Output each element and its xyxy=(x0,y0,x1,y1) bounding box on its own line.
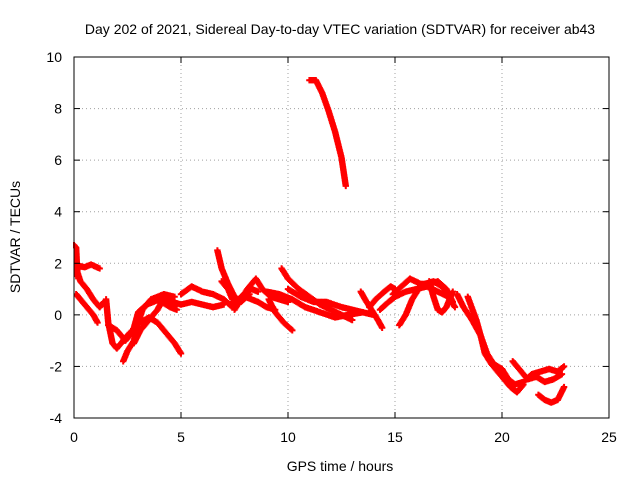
y-tick-label: 8 xyxy=(54,101,62,117)
data-point xyxy=(451,303,459,311)
y-tick-label: 10 xyxy=(46,49,62,65)
y-tick-label: 4 xyxy=(54,204,62,220)
plot-frame xyxy=(73,56,610,419)
y-tick-label: 0 xyxy=(54,307,62,323)
data-point xyxy=(560,363,568,370)
y-axis-label: SDTVAR / TECUs xyxy=(7,181,23,293)
series-arc-3 xyxy=(74,265,108,311)
data-point xyxy=(96,265,103,272)
x-tick-label: 20 xyxy=(494,429,510,445)
series-arc-25 xyxy=(426,278,456,316)
grid xyxy=(74,57,609,418)
data-point xyxy=(173,306,180,313)
data-point xyxy=(449,288,456,295)
series-arc-15 xyxy=(265,296,296,334)
y-tick-label: 2 xyxy=(54,255,62,271)
series-arc-19 xyxy=(306,77,349,190)
series-arc-18 xyxy=(284,285,367,316)
data-point xyxy=(342,182,349,190)
x-tick-label: 5 xyxy=(177,429,185,445)
data-points xyxy=(73,77,568,406)
data-point xyxy=(229,296,236,303)
series-arc-8 xyxy=(130,298,180,347)
data-point xyxy=(560,383,568,391)
chart-title: Day 202 of 2021, Sidereal Day-to-day VTE… xyxy=(85,21,595,37)
data-point xyxy=(289,327,296,334)
series-arc-27 xyxy=(464,293,527,396)
data-point xyxy=(359,309,367,316)
axis-ticks: 0 5 10 15 20 25 -4 -2 0 2 4 6 8 10 xyxy=(46,49,617,445)
series-arc-28 xyxy=(509,358,566,386)
series-arc-29 xyxy=(535,383,568,406)
y-tick-label: -4 xyxy=(50,410,63,426)
data-point xyxy=(177,350,185,357)
data-point xyxy=(254,288,262,295)
series-arc-17 xyxy=(278,265,356,324)
series-arc-4 xyxy=(74,291,101,326)
data-point xyxy=(558,370,566,378)
x-tick-label: 15 xyxy=(387,429,403,445)
data-point xyxy=(520,381,527,388)
x-axis-label: GPS time / hours xyxy=(287,458,394,474)
data-point xyxy=(349,316,356,324)
data-point xyxy=(378,324,386,331)
y-tick-label: 6 xyxy=(54,152,62,168)
series-arc-7 xyxy=(120,291,178,365)
series-arc-9 xyxy=(137,314,185,357)
data-point xyxy=(171,293,178,301)
x-tick-label: 0 xyxy=(70,429,78,445)
data-point xyxy=(94,319,101,326)
series-arc-14 xyxy=(218,278,236,303)
x-tick-label: 25 xyxy=(601,429,617,445)
x-tick-label: 10 xyxy=(280,429,296,445)
y-tick-label: -2 xyxy=(50,358,63,374)
